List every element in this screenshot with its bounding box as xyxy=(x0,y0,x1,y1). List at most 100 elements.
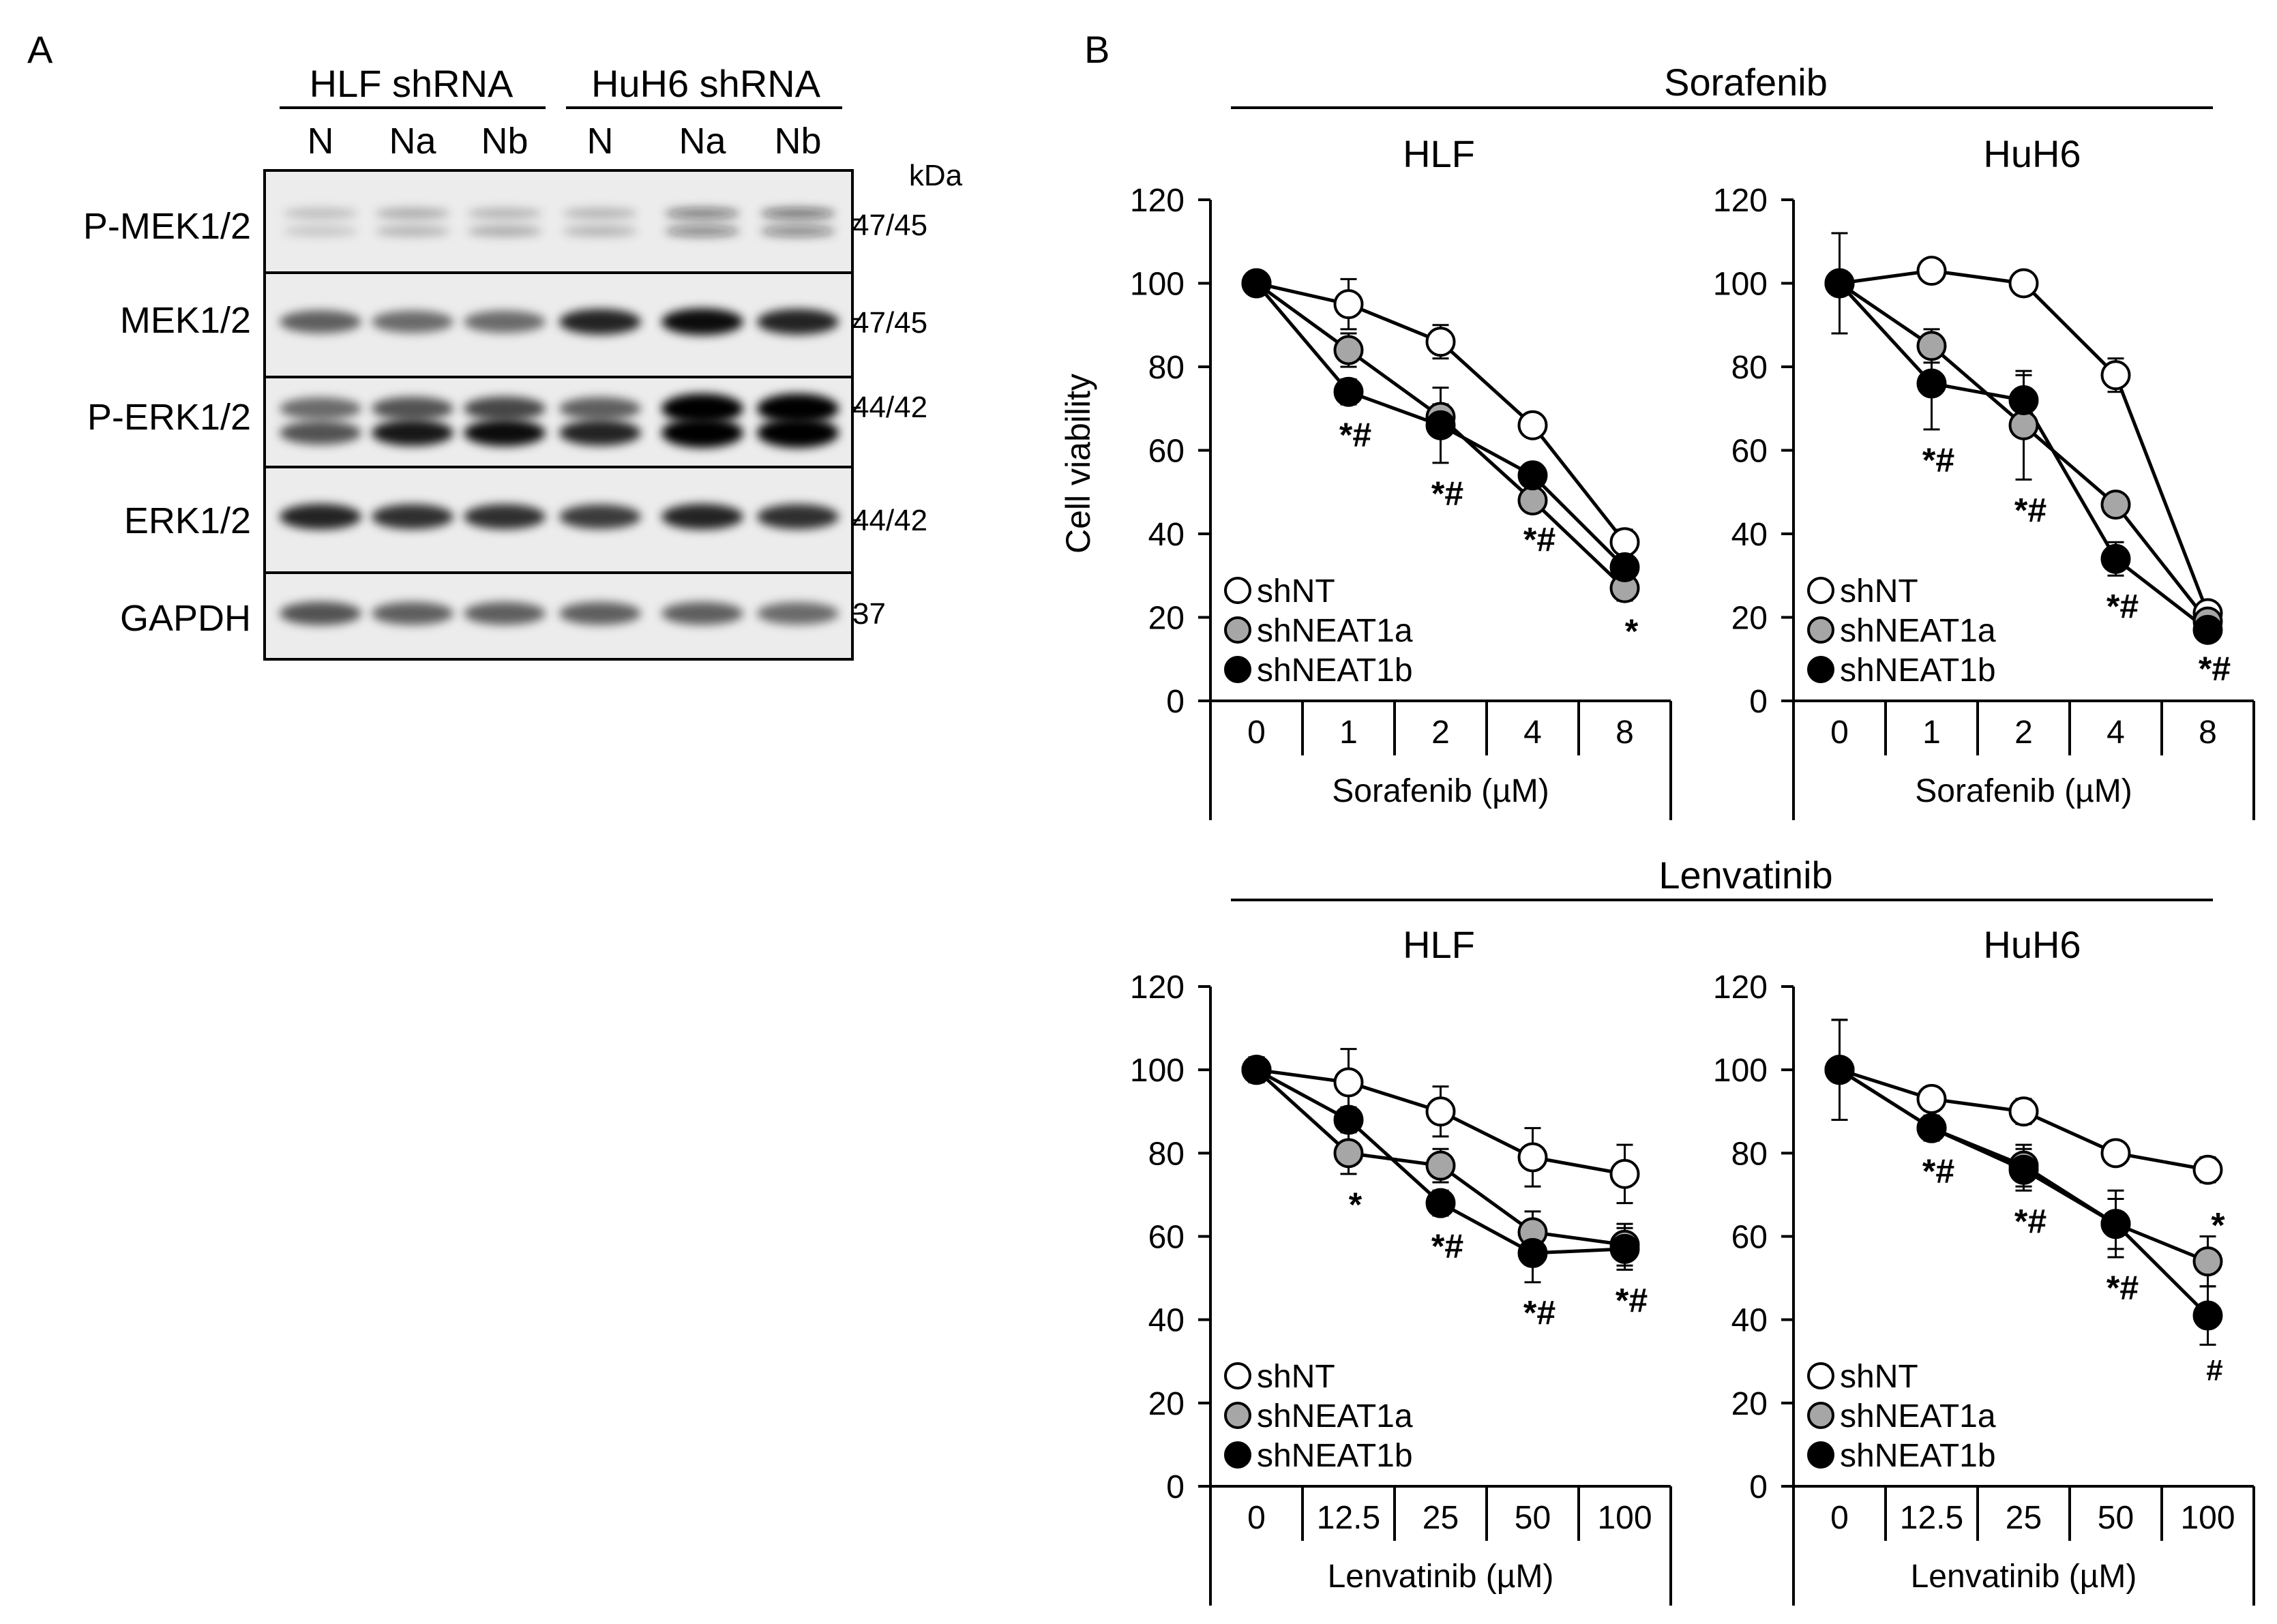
legend-marker xyxy=(1807,1441,1834,1469)
y-tick-label: 20 xyxy=(1148,601,1185,637)
x-axis-label: Lenvatinib (µM) xyxy=(1911,1559,2137,1595)
kda-marker: 44/42 xyxy=(852,391,927,424)
blot-panel xyxy=(263,466,861,574)
y-tick-label: 120 xyxy=(1713,969,1768,1006)
data-point-shNEAT1b xyxy=(1333,1104,1364,1135)
y-tick-label: 20 xyxy=(1148,1386,1185,1422)
significance-mark: *# xyxy=(2014,491,2047,529)
data-point-shNEAT1a xyxy=(1333,335,1364,365)
legend-marker xyxy=(1224,1362,1251,1389)
blot-band xyxy=(559,601,641,625)
chart-title: HLF xyxy=(1403,132,1475,175)
legend-label: shNEAT1a xyxy=(1840,1398,1996,1434)
blot-band xyxy=(757,602,839,625)
y-tick-label: 80 xyxy=(1731,350,1768,386)
blot-band xyxy=(563,226,638,237)
blot-band xyxy=(464,419,546,447)
x-tick-label: 8 xyxy=(1616,715,1634,751)
data-point-shNT xyxy=(1517,410,1548,440)
x-axis-label: Lenvatinib (µM) xyxy=(1328,1559,1554,1595)
blot-band xyxy=(464,310,546,333)
blot-band xyxy=(280,310,361,333)
significance-mark: *# xyxy=(1922,1152,1954,1190)
blot-band xyxy=(760,208,835,219)
legend-marker xyxy=(1224,577,1251,604)
chart-title: HLF xyxy=(1403,923,1475,966)
data-point-shNT xyxy=(1425,327,1456,357)
lane-labels: N Na Nb N Na Nb xyxy=(308,121,822,162)
y-tick-label: 40 xyxy=(1148,1303,1185,1339)
kda-marker: 44/42 xyxy=(852,504,927,537)
kda-marker: 47/45 xyxy=(852,306,927,340)
legend-label: shNT xyxy=(1840,1359,1918,1395)
drug-title-lenvatinib: Lenvatinib xyxy=(1658,854,1832,897)
x-axis-label: Sorafenib (µM) xyxy=(1332,773,1549,809)
line-chart: HuH6 0 20 40 60 80 100 120 0 1 2 4 8 Sorafenib (µM) *#… xyxy=(1713,132,2255,820)
lane-label: Na xyxy=(679,121,726,162)
y-tick-label: 120 xyxy=(1130,183,1185,219)
y-tick-label: 20 xyxy=(1731,601,1768,637)
y-tick-label: 100 xyxy=(1130,1053,1185,1089)
data-point-shNT xyxy=(1333,289,1364,320)
significance-mark: *# xyxy=(1523,520,1556,558)
line-chart: HuH6 0 20 40 60 80 100 120 0 12.5 25 50 100 Lenvatini… xyxy=(1713,923,2255,1606)
data-point-shNT xyxy=(2008,1096,2039,1127)
data-point-shNEAT1b xyxy=(1916,1113,1947,1143)
blot-band xyxy=(665,226,740,237)
legend-marker xyxy=(1807,1362,1834,1389)
significance-mark: * xyxy=(1625,612,1639,650)
legend-label: shNT xyxy=(1257,573,1335,610)
blot-band xyxy=(757,393,839,424)
blot-band xyxy=(283,226,358,237)
y-tick-label: 80 xyxy=(1731,1136,1768,1172)
data-point-shNEAT1a xyxy=(2192,1246,2223,1277)
blot-name: P-MEK1/2 xyxy=(83,206,251,247)
legend-marker xyxy=(1807,656,1834,683)
line-chart: HLF 0 20 40 60 80 100 120 0 1 2 4 8 Sorafenib (µM) *# *… xyxy=(1130,132,1672,820)
group-label-hlf: HLF shRNA xyxy=(310,62,514,105)
lane-label: Nb xyxy=(481,121,528,162)
blot-band xyxy=(375,208,450,219)
blot-band xyxy=(757,309,839,335)
y-tick-label: 40 xyxy=(1148,517,1185,553)
y-tick-label: 0 xyxy=(1749,684,1768,720)
blot-band xyxy=(280,421,361,445)
group-label-huh6: HuH6 shRNA xyxy=(591,62,821,105)
legend-label: shNEAT1a xyxy=(1257,1398,1413,1434)
blot-band xyxy=(464,601,546,625)
lane-label: N xyxy=(308,121,334,162)
legend-marker xyxy=(1224,656,1251,683)
blot-band xyxy=(280,601,361,625)
significance-mark: *# xyxy=(1922,441,1954,479)
data-point-shNEAT1b xyxy=(1425,410,1456,440)
lane-label: N xyxy=(587,121,614,162)
data-point-shNEAT1b xyxy=(1609,552,1640,582)
data-point-shNEAT1b xyxy=(2008,1154,2039,1185)
y-tick-label: 100 xyxy=(1713,267,1768,303)
significance-mark: *# xyxy=(2199,650,2231,688)
data-point-shNT xyxy=(1609,1158,1640,1189)
blot-band xyxy=(559,504,641,529)
western-blots xyxy=(263,169,861,661)
data-point-shNEAT1b xyxy=(1517,460,1548,491)
blot-band xyxy=(760,226,835,237)
blot-background xyxy=(265,170,852,273)
data-point-shNEAT1b xyxy=(1824,1055,1855,1085)
data-point-shNEAT1b xyxy=(1609,1233,1640,1264)
data-point-shNT xyxy=(1916,256,1947,286)
legend-label: shNEAT1a xyxy=(1257,613,1413,649)
blot-band xyxy=(372,310,453,333)
y-tick-label: 40 xyxy=(1731,1303,1768,1339)
legend-label: shNEAT1b xyxy=(1257,652,1413,689)
blot-band xyxy=(559,309,641,335)
blot-band xyxy=(661,308,743,335)
blot-name: GAPDH xyxy=(120,598,251,639)
blot-panel xyxy=(263,376,861,468)
y-tick-label: 60 xyxy=(1731,434,1768,470)
y-tick-label: 120 xyxy=(1713,183,1768,219)
data-point-shNEAT1b xyxy=(2008,385,2039,415)
blot-band xyxy=(661,417,743,448)
data-point-shNT xyxy=(1425,1096,1456,1127)
significance-mark: *# xyxy=(1431,475,1463,513)
